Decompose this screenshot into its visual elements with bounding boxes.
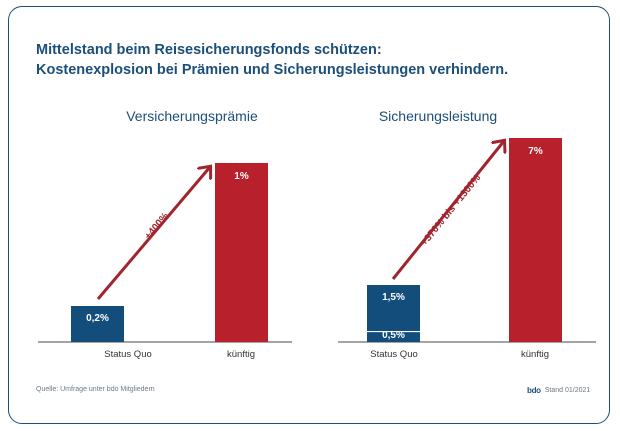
chart1-growth-arrow xyxy=(96,167,210,300)
chart1-title: Versicherungsprämie xyxy=(126,108,258,124)
title-line-1: Mittelstand beim Reisesicherungsfonds sc… xyxy=(36,42,382,58)
chart1-category-kuenftig: künftig xyxy=(227,349,255,360)
source-note: Quelle: Umfrage unter bdo Mitgliedern xyxy=(36,386,155,393)
chart1-bar-status-quo-label: 0,2% xyxy=(86,313,109,324)
page-title: Mittelstand beim Reisesicherungsfonds sc… xyxy=(36,40,508,80)
bdo-logo: bdo xyxy=(527,386,541,395)
title-line-2: Kostenexplosion bei Prämien und Sicherun… xyxy=(36,62,509,78)
chart1-bar-status-quo xyxy=(71,306,124,342)
chart2-title: Sicherungsleistung xyxy=(379,108,497,124)
chart2-bar-status-quo-lower-label: 0,5% xyxy=(382,330,405,341)
chart2-growth-label: +370% bis +1300% xyxy=(419,173,483,249)
footer-stand: bdo Stand 01/2021 xyxy=(527,386,590,395)
chart1-growth-label: +400% xyxy=(143,211,172,242)
chart1-category-status-quo: Status Quo xyxy=(104,349,152,360)
chart2-category-status-quo: Status Quo xyxy=(370,349,418,360)
chart2-bar-status-quo-label: 1,5% xyxy=(382,292,405,303)
chart2-bar-kuenftig xyxy=(509,138,562,342)
chart1-bar-kuenftig-label: 1% xyxy=(234,171,249,182)
chart2-growth-arrow xyxy=(391,141,504,280)
chart2-bar-status-quo xyxy=(367,285,420,342)
chart2-category-kuenftig: künftig xyxy=(521,349,549,360)
chart1-bar-kuenftig xyxy=(215,163,268,342)
stand-date: Stand 01/2021 xyxy=(544,387,591,394)
chart2-bar-kuenftig-label: 7% xyxy=(528,146,543,157)
